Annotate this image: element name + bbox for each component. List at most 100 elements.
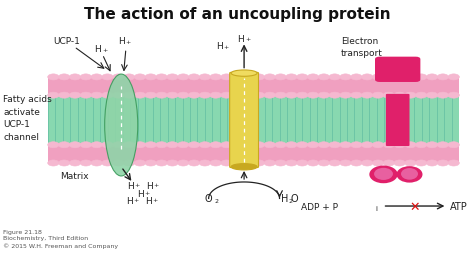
Circle shape [318,160,329,166]
Circle shape [80,93,91,99]
Ellipse shape [397,166,422,183]
Circle shape [178,160,189,166]
Circle shape [58,93,70,99]
Circle shape [69,75,81,81]
Circle shape [416,142,427,148]
Circle shape [58,75,70,81]
Circle shape [145,142,156,148]
Circle shape [178,75,189,81]
Circle shape [297,75,308,81]
Circle shape [437,93,448,99]
Circle shape [286,93,297,99]
Circle shape [383,75,394,81]
Circle shape [188,142,200,148]
Circle shape [188,93,200,99]
Circle shape [210,142,221,148]
Circle shape [405,75,416,81]
Circle shape [102,75,113,81]
Text: +: + [152,197,157,202]
Circle shape [340,75,351,81]
Circle shape [253,142,264,148]
Text: +: + [135,182,140,187]
Text: Figure 21.18
Biochemistry, Third Edition
© 2015 W.H. Freeman and Company: Figure 21.18 Biochemistry, Third Edition… [3,229,118,248]
Text: H: H [137,189,144,198]
Circle shape [264,75,275,81]
Circle shape [351,160,362,166]
Text: +: + [102,47,107,52]
Circle shape [210,160,221,166]
Circle shape [199,75,210,81]
Circle shape [405,142,416,148]
Circle shape [123,142,135,148]
Circle shape [167,160,178,166]
Circle shape [448,75,459,81]
Circle shape [394,142,405,148]
Circle shape [113,142,124,148]
FancyBboxPatch shape [386,94,410,147]
Ellipse shape [105,75,138,176]
Circle shape [243,142,254,148]
Text: The action of an uncoupling protein: The action of an uncoupling protein [84,7,390,22]
FancyBboxPatch shape [375,57,420,83]
Circle shape [91,160,102,166]
Circle shape [427,160,438,166]
Circle shape [113,75,124,81]
Circle shape [416,75,427,81]
Text: ✕: ✕ [410,200,420,213]
Circle shape [437,142,448,148]
Circle shape [221,93,232,99]
Circle shape [243,93,254,99]
Circle shape [178,142,189,148]
Circle shape [362,93,373,99]
Circle shape [329,142,340,148]
Circle shape [437,160,448,166]
Circle shape [362,142,373,148]
Circle shape [275,93,286,99]
Circle shape [286,160,297,166]
Text: H: H [237,35,244,44]
Circle shape [307,160,319,166]
Text: H: H [281,194,288,204]
Circle shape [427,142,438,148]
Bar [48,76,459,98]
Circle shape [58,142,70,148]
Circle shape [351,75,362,81]
Circle shape [372,142,383,148]
Circle shape [394,75,405,81]
Circle shape [243,75,254,81]
Circle shape [264,160,275,166]
Circle shape [383,93,394,99]
Circle shape [253,75,264,81]
Circle shape [448,160,459,166]
Circle shape [351,142,362,148]
Circle shape [80,160,91,166]
Circle shape [243,160,254,166]
Circle shape [383,142,394,148]
Circle shape [188,160,200,166]
Circle shape [91,93,102,99]
Circle shape [221,142,232,148]
Circle shape [48,93,59,99]
Circle shape [329,160,340,166]
Circle shape [437,75,448,81]
Circle shape [145,75,156,81]
Text: H: H [126,197,133,206]
Circle shape [448,93,459,99]
Circle shape [113,93,124,99]
Text: ADP + P: ADP + P [301,202,338,211]
Text: H: H [94,45,101,54]
Circle shape [340,142,351,148]
Circle shape [232,160,243,166]
Circle shape [232,142,243,148]
Circle shape [134,160,146,166]
Circle shape [102,93,113,99]
Text: 2: 2 [215,198,219,203]
Text: +: + [144,190,149,195]
Text: +: + [245,37,250,42]
Circle shape [48,142,59,148]
Circle shape [318,75,329,81]
Circle shape [102,142,113,148]
Text: O: O [205,194,212,204]
Text: H: H [128,182,134,190]
Text: 2: 2 [289,198,292,203]
